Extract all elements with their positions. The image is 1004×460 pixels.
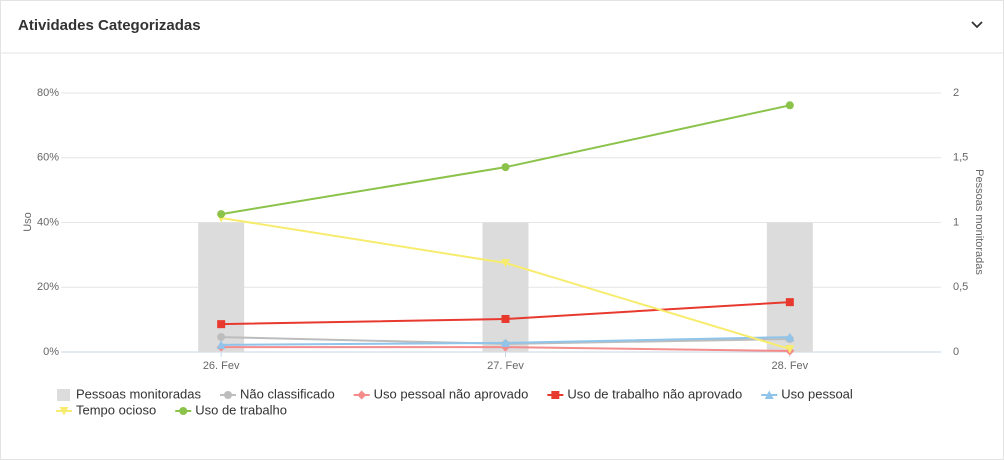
x-tick-label: 26. Fev: [203, 360, 240, 372]
marker: [501, 314, 510, 323]
series-line: [221, 104, 791, 216]
legend-item: Não classificado: [220, 386, 335, 401]
x-tick-label: 28. Fev: [771, 360, 808, 372]
marker: [59, 407, 69, 416]
y2-tick-label: 0: [953, 346, 959, 358]
y-tick-label: 60%: [37, 152, 59, 164]
marker: [785, 101, 794, 110]
marker: [764, 390, 774, 399]
marker: [501, 163, 510, 172]
legend-item: Uso pessoal não aprovado: [353, 386, 529, 401]
legend-label: Uso de trabalho: [195, 402, 287, 417]
marker: [224, 391, 233, 399]
marker: [217, 333, 226, 342]
x-tick-label: 27. Fev: [487, 360, 524, 372]
legend-item: Pessoas monitoradas: [57, 386, 202, 401]
legend-label: Tempo ocioso: [76, 402, 156, 417]
marker: [217, 210, 226, 219]
marker: [785, 345, 795, 354]
y-tick-label: 40%: [37, 216, 59, 228]
y-axis-title: Uso: [22, 212, 34, 232]
marker: [216, 340, 226, 349]
marker: [785, 298, 794, 307]
legend-label: Uso pessoal: [781, 386, 853, 401]
y2-axis-title: Pessoas monitoradas: [973, 169, 985, 275]
legend-label: Uso de trabalho não aprovado: [567, 386, 742, 401]
marker: [501, 338, 510, 347]
marker: [551, 391, 560, 399]
legend-item: Tempo ocioso: [56, 402, 156, 417]
bar: [482, 222, 529, 352]
marker: [357, 390, 367, 400]
bar: [766, 222, 813, 352]
legend-label: Não classificado: [240, 386, 335, 401]
marker: [501, 258, 510, 268]
legend-label: Pessoas monitoradas: [76, 386, 202, 401]
marker: [785, 332, 795, 342]
y-tick-label: 20%: [37, 281, 59, 293]
y2-tick-label: 1,5: [953, 152, 968, 164]
legend-label: Uso pessoal não aprovado: [374, 386, 529, 401]
y2-tick-label: 0,5: [953, 281, 968, 293]
marker: [217, 320, 226, 329]
y2-tick-label: 1: [953, 216, 959, 228]
marker: [179, 407, 188, 415]
legend-swatch: [57, 389, 70, 401]
y-tick-label: 80%: [37, 87, 59, 99]
y2-tick-label: 2: [953, 87, 959, 99]
legend-item: Uso pessoal: [761, 386, 853, 401]
legend-item: Uso de trabalho não aprovado: [547, 386, 742, 401]
card-title: Atividades Categorizadas: [18, 17, 201, 34]
y-tick-label: 0%: [43, 346, 59, 358]
collapse-chevron[interactable]: [971, 21, 983, 29]
legend-item: Uso de trabalho: [175, 402, 287, 417]
bar: [198, 222, 245, 352]
